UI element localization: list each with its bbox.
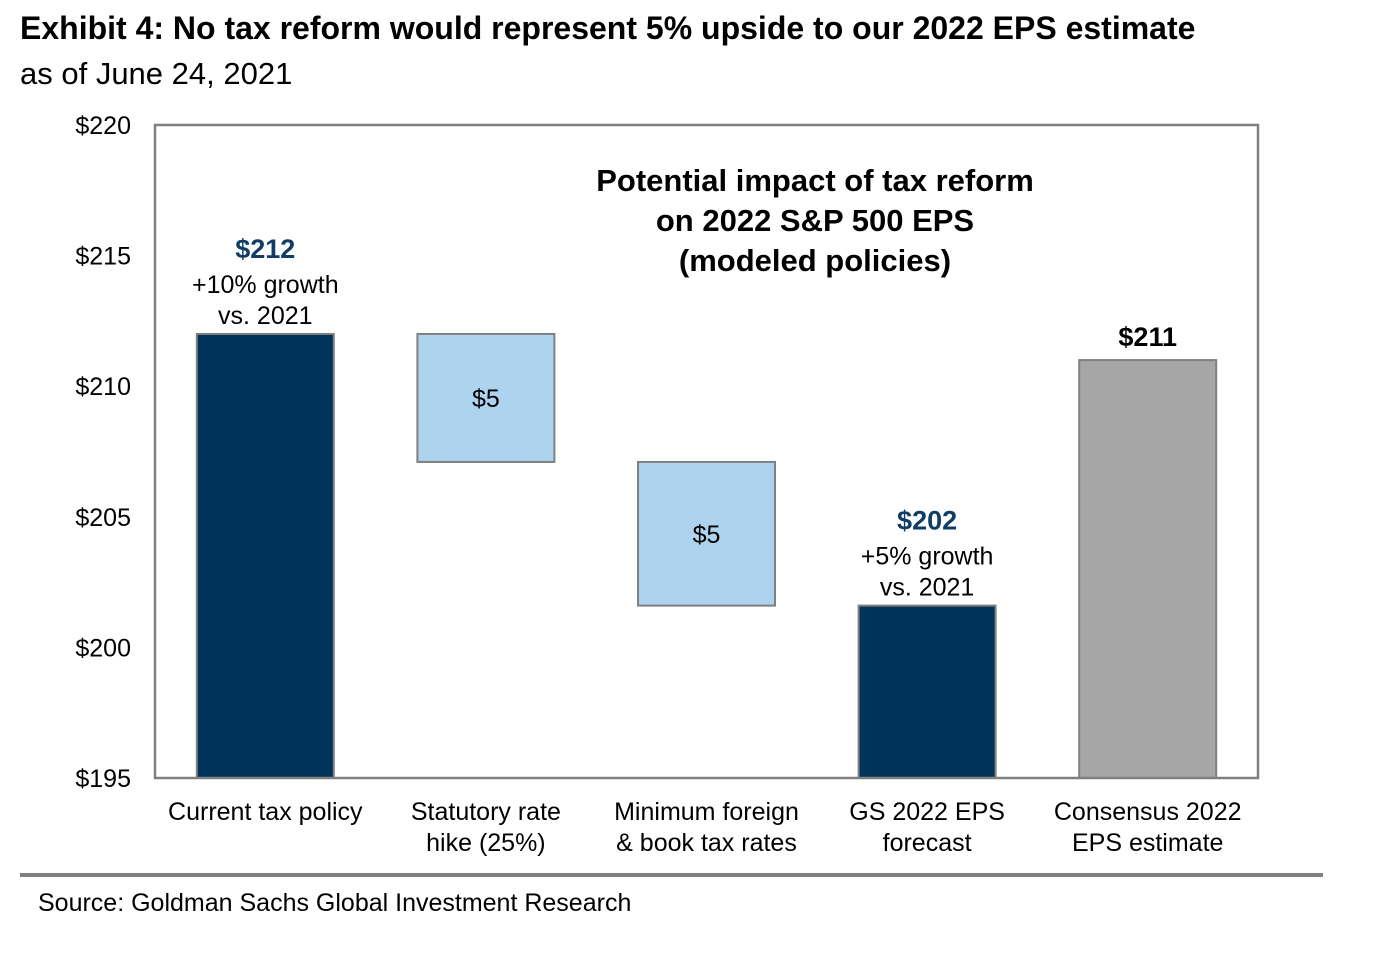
- source-divider: [20, 873, 1323, 877]
- y-tick-label: $195: [75, 765, 131, 793]
- bar-minimum-foreign-book-tax-rates: [637, 460, 776, 607]
- bar-value-label: $202: [897, 506, 957, 536]
- bar-growth-note: +5% growth: [861, 543, 994, 571]
- chart-title-line: (modeled policies): [679, 243, 951, 278]
- exhibit-subtitle: as of June 24, 2021: [20, 56, 293, 91]
- x-category-label: Consensus 2022: [1054, 798, 1242, 826]
- bar-consensus-2022-eps-estimate: [1078, 359, 1218, 779]
- bar-statutory-rate-hike-25: [416, 332, 556, 463]
- x-category-label: Statutory rate: [411, 798, 561, 826]
- data-labels: $212 +10% growth vs. 2021 $5 $5 $202 +5% growt…: [192, 234, 1177, 602]
- chart-title-line: Potential impact of tax reform: [596, 163, 1034, 198]
- bar-current-tax-policy: [195, 332, 335, 779]
- plot-frame: [153, 123, 1260, 780]
- bar-growth-note: vs. 2021: [218, 302, 313, 330]
- x-category-label: hike (25%): [426, 829, 546, 857]
- y-tick-label: $220: [75, 112, 131, 140]
- y-tick-label: $210: [75, 373, 131, 401]
- y-tick-label: $200: [75, 634, 131, 662]
- x-category-label: Minimum foreign: [614, 798, 799, 826]
- bar-gs-2022-eps-forecast: [857, 604, 997, 779]
- bar-growth-note: +10% growth: [192, 271, 339, 299]
- x-category-label: Current tax policy: [168, 798, 363, 826]
- bar-growth-note: vs. 2021: [880, 574, 975, 602]
- bars: [195, 332, 1218, 779]
- bar-value-label: $5: [472, 385, 500, 413]
- bar-value-label: $211: [1118, 322, 1177, 352]
- y-axis: $195 $200 $205 $210 $215 $220: [75, 112, 131, 793]
- bar-value-label: $5: [693, 521, 721, 549]
- x-category-label: EPS estimate: [1072, 829, 1223, 857]
- y-tick-label: $215: [75, 243, 131, 271]
- chart-inner-title: Potential impact of tax reform on 2022 S&…: [596, 163, 1034, 278]
- exhibit-title: Exhibit 4: No tax reform would represent…: [20, 10, 1196, 46]
- chart-title-line: on 2022 S&P 500 EPS: [656, 203, 974, 238]
- x-category-label: & book tax rates: [616, 829, 797, 857]
- x-category-label: forecast: [883, 829, 972, 857]
- x-category-label: GS 2022 EPS: [849, 798, 1005, 826]
- y-tick-label: $205: [75, 504, 131, 532]
- source-note: Source: Goldman Sachs Global Investment …: [38, 889, 632, 917]
- bar-value-label: $212: [235, 234, 295, 264]
- x-axis: Current tax policy Statutory rate hike (25…: [168, 798, 1241, 857]
